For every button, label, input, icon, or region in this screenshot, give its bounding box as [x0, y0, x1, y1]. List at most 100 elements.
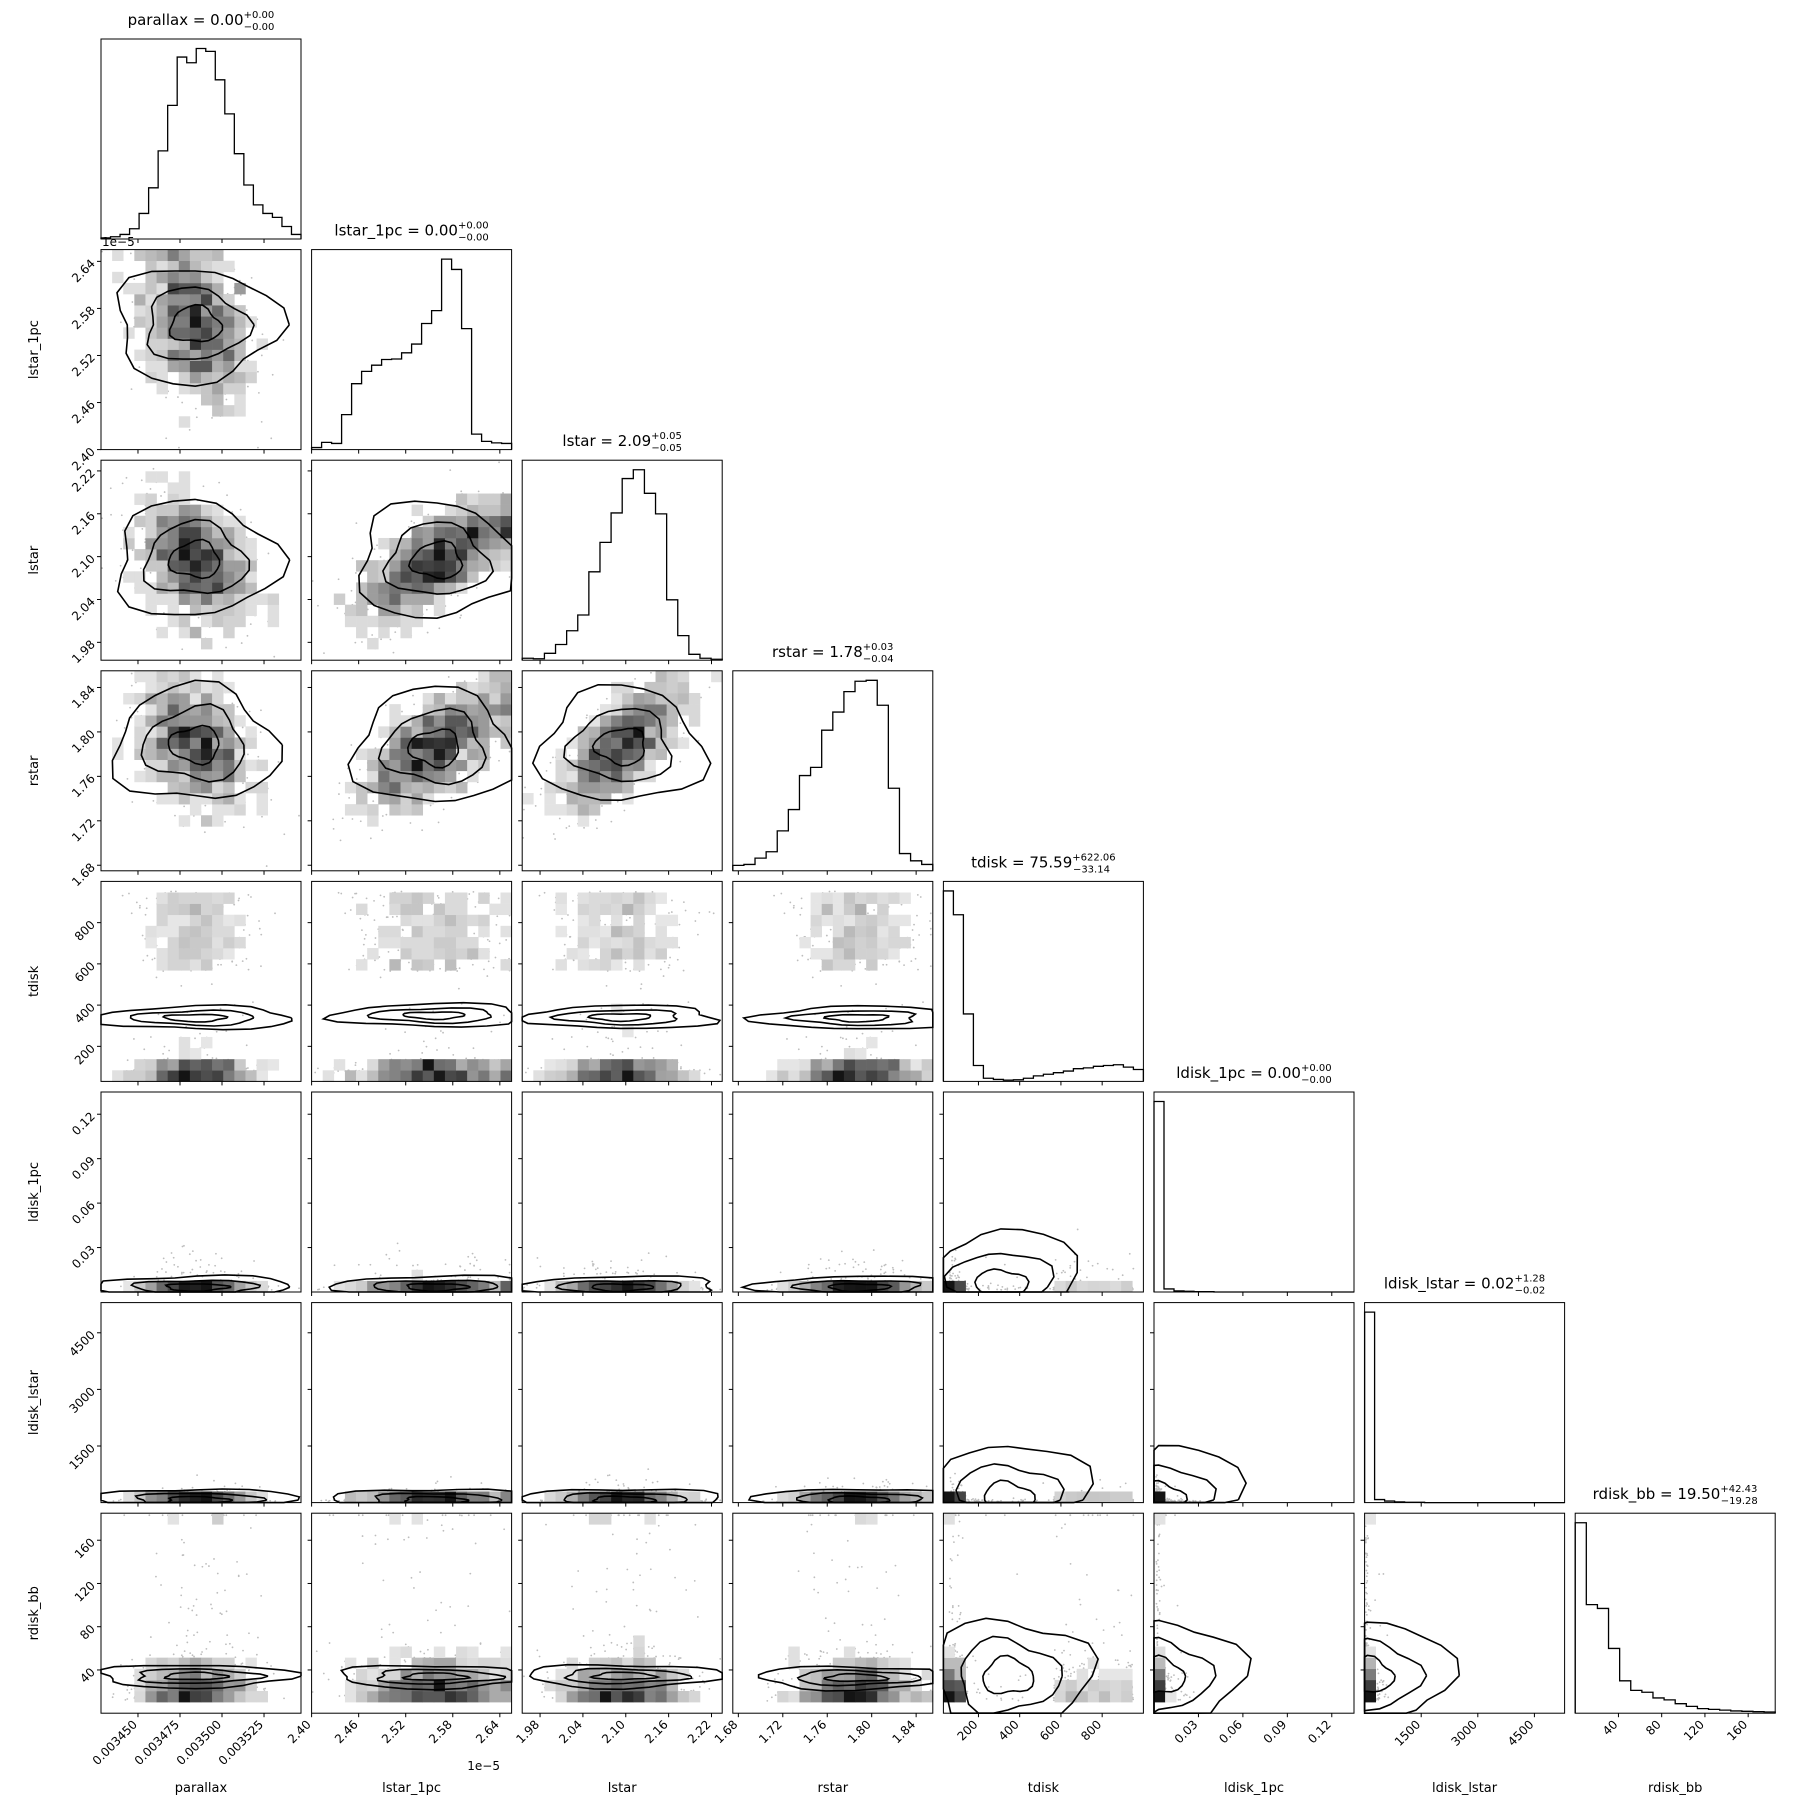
density-cell: [212, 760, 223, 771]
sample-point: [181, 402, 183, 404]
density-cell: [389, 594, 400, 605]
density-cell: [190, 294, 201, 305]
sample-point: [273, 656, 275, 658]
density-cell: [157, 594, 168, 605]
density-cell: [134, 283, 145, 294]
sample-point: [110, 514, 112, 516]
density-cell: [145, 771, 156, 782]
sample-point: [478, 490, 480, 492]
density-cell: [179, 327, 190, 338]
sample-point: [243, 826, 245, 828]
density-cell: [157, 671, 168, 682]
y-tick-label: 1.76: [69, 771, 98, 800]
sample-point: [131, 673, 133, 675]
density-cell: [378, 594, 389, 605]
y-tick-label: 2.10: [69, 552, 98, 581]
density-cell: [268, 594, 279, 605]
sample-point: [283, 833, 285, 835]
density-cell: [245, 760, 256, 771]
density-cell: [145, 704, 156, 715]
density-cell: [412, 505, 423, 516]
panel-lstar_1pc-vs-lstar_1pc: lstar_1pc = 0.00+0.00 −0.00: [312, 221, 512, 454]
density-cell: [157, 627, 168, 638]
density-cell: [467, 571, 478, 582]
panel-lstar-vs-parallax: 1.982.042.102.162.22: [69, 460, 301, 666]
density-cell: [134, 250, 145, 261]
density-cell: [201, 272, 212, 283]
sample-point: [251, 340, 253, 342]
sample-point: [150, 488, 152, 490]
sample-point: [351, 590, 353, 592]
density-cell: [157, 749, 168, 760]
density-cell: [190, 372, 201, 383]
density-cell: [334, 594, 345, 605]
density-cell: [245, 726, 256, 737]
sample-point: [116, 720, 118, 722]
density-cell: [157, 361, 168, 372]
sample-point: [340, 839, 342, 841]
density-cell: [400, 571, 411, 582]
density-cell: [223, 261, 234, 272]
density-cell: [245, 737, 256, 748]
sample-point: [272, 374, 274, 376]
density-cell: [234, 771, 245, 782]
sample-point: [237, 706, 239, 708]
density-cell: [412, 605, 423, 616]
sample-point: [122, 482, 124, 484]
sample-point: [257, 756, 259, 758]
density-cell: [212, 383, 223, 394]
density-cell: [145, 671, 156, 682]
density-cell: [478, 505, 489, 516]
density-cell: [456, 538, 467, 549]
sample-point: [476, 678, 478, 680]
sample-point: [144, 768, 146, 770]
sample-point: [246, 309, 248, 311]
sample-point: [225, 647, 227, 649]
density-cell: [367, 638, 378, 649]
sample-point: [381, 829, 383, 831]
density-cell: [179, 760, 190, 771]
density-cell: [157, 327, 168, 338]
density-cell: [201, 350, 212, 361]
density-cell: [123, 283, 134, 294]
density-cell: [190, 250, 201, 261]
density-cell: [478, 560, 489, 571]
density-cell: [400, 627, 411, 638]
sample-point: [261, 816, 263, 818]
sample-point: [129, 707, 131, 709]
density-cell: [145, 316, 156, 327]
density-cell: [134, 726, 145, 737]
density-cell: [112, 272, 123, 283]
sample-point: [427, 514, 429, 516]
sample-point: [509, 751, 511, 753]
density-cell: [179, 272, 190, 283]
density-cell: [467, 560, 478, 571]
density-cell: [223, 327, 234, 338]
density-cell: [179, 815, 190, 826]
density-cell: [168, 616, 179, 627]
sample-point: [231, 703, 233, 705]
density-cell: [223, 627, 234, 638]
density-cell: [190, 749, 201, 760]
density-cell: [190, 305, 201, 316]
density-cell: [157, 793, 168, 804]
density-cell: [201, 782, 212, 793]
sample-point: [270, 437, 272, 439]
density-cell: [212, 261, 223, 272]
density-cell: [234, 316, 245, 327]
density-cell: [190, 627, 201, 638]
density-cell: [168, 505, 179, 516]
sample-point: [464, 680, 466, 682]
density-cell: [134, 350, 145, 361]
density-cell: [378, 627, 389, 638]
density-cell: [212, 560, 223, 571]
density-cell: [134, 582, 145, 593]
density-cell: [201, 682, 212, 693]
density-cell: [234, 527, 245, 538]
density-cell: [212, 338, 223, 349]
sample-point: [120, 548, 122, 550]
density-cell: [212, 405, 223, 416]
sample-point: [410, 822, 412, 824]
density-cell: [412, 527, 423, 538]
sample-point: [131, 801, 133, 803]
